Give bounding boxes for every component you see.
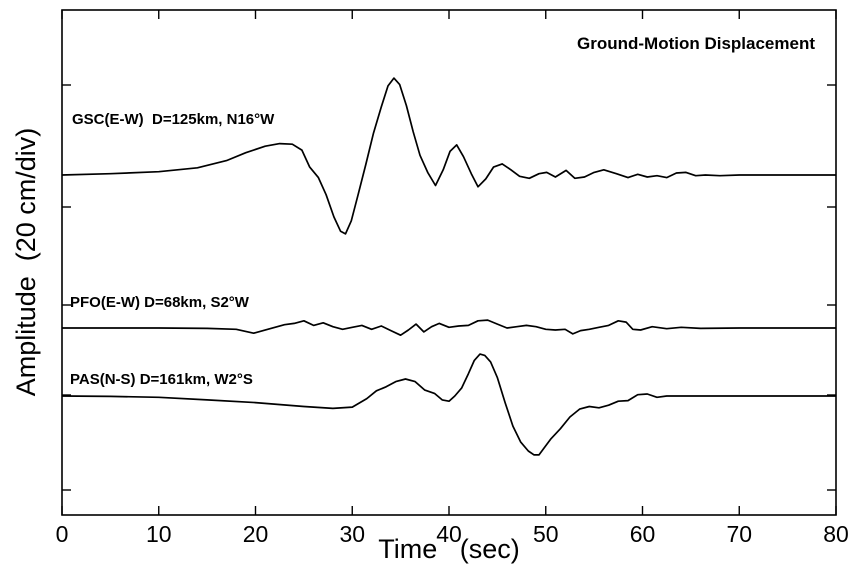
axis-ticks	[61, 10, 837, 515]
x-tick-label: 70	[726, 521, 752, 547]
seismogram-traces	[61, 77, 836, 456]
trace-label-pfo: PFO(E-W) D=68km, S2°W	[70, 294, 250, 311]
x-axis-label: Time (sec)	[378, 534, 520, 564]
trace-label-pas: PAS(N-S) D=161km, W2°S	[70, 371, 253, 388]
x-tick-label: 0	[56, 521, 69, 547]
x-tick-label: 80	[823, 521, 849, 547]
chart-title: Ground-Motion Displacement	[577, 34, 815, 53]
x-tick-label: 60	[630, 521, 656, 547]
trace-line-0	[61, 77, 836, 235]
trace-line-1	[62, 319, 836, 337]
x-tick-labels: 0 10 20 30 40 50 60 70 80	[56, 521, 849, 547]
x-tick-label: 50	[533, 521, 559, 547]
x-tick-label: 10	[146, 521, 172, 547]
y-axis-label: Amplitude (20 cm/div)	[11, 128, 41, 397]
trace-line-2	[61, 353, 836, 456]
x-tick-label: 20	[243, 521, 269, 547]
x-tick-label: 40	[436, 521, 462, 547]
trace-label-gsc: GSC(E-W) D=125km, N16°W	[72, 111, 275, 128]
plot-frame	[61, 9, 837, 516]
x-tick-label: 30	[339, 521, 365, 547]
